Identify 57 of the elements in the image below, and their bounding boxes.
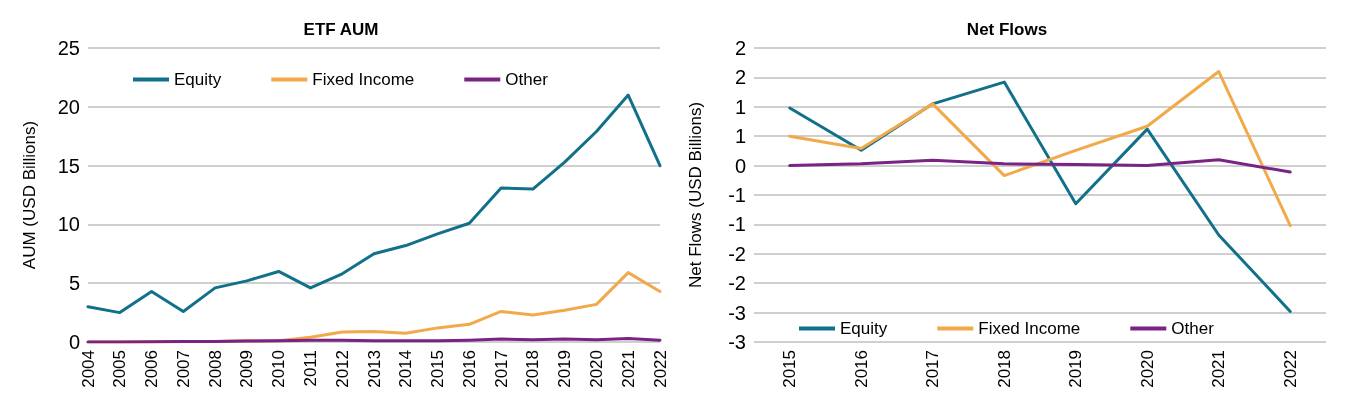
x-tick-label: 2019	[555, 350, 575, 388]
x-tick-label: 2014	[396, 350, 416, 388]
x-tick-label: 2010	[269, 350, 289, 388]
y-tick-label: 0	[68, 331, 80, 353]
chart-title: Net Flows	[966, 20, 1048, 39]
x-tick-label: 2022	[1280, 350, 1300, 388]
y-tick-label: 20	[57, 95, 80, 118]
line-series	[788, 158, 1292, 174]
y-tick-label: -2	[728, 272, 746, 295]
x-tick-label: 2018	[994, 350, 1014, 388]
legend-label: Fixed Income	[978, 319, 1081, 338]
y-tick-label: -2	[728, 242, 746, 265]
legend-label: Other	[1171, 319, 1215, 338]
x-tick-label: 2008	[205, 350, 225, 388]
x-tick-label: 2004	[78, 350, 98, 388]
y-tick-label: -1	[728, 213, 746, 236]
y-tick-label: 1	[734, 125, 746, 148]
y-tick-label: -3	[728, 301, 746, 324]
legend-label: Equity	[174, 70, 222, 89]
x-tick-label: 2015	[780, 350, 800, 388]
line-series	[788, 70, 1292, 228]
x-tick-label: 2021	[618, 350, 638, 388]
legend-label: Equity	[840, 319, 888, 338]
y-tick-label: 2	[734, 66, 746, 89]
legend-label: Fixed Income	[312, 70, 415, 89]
x-tick-label: 2016	[459, 350, 479, 388]
x-tick-label: 2007	[173, 350, 193, 388]
y-axis-title: Net Flows (USD Billions)	[686, 101, 705, 289]
x-tick-label: 2015	[428, 350, 448, 388]
x-tick-label: 2005	[110, 350, 130, 388]
y-tick-label: -1	[728, 184, 746, 206]
x-tick-label: 2019	[1066, 350, 1086, 388]
x-tick-label: 2020	[586, 350, 606, 388]
x-tick-label: 2018	[523, 350, 543, 388]
x-tick-label: 2006	[142, 350, 162, 388]
legend-label: Other	[505, 70, 549, 89]
y-tick-label: 10	[57, 213, 80, 236]
x-tick-label: 2016	[851, 350, 871, 388]
y-tick-label: 5	[68, 272, 80, 295]
x-tick-label: 2011	[300, 350, 320, 387]
y-tick-label: 15	[57, 154, 80, 177]
x-tick-label: 2013	[364, 350, 384, 388]
x-tick-label: 2012	[332, 350, 352, 388]
y-tick-label: -3	[728, 331, 746, 353]
x-tick-label: 2017	[923, 350, 943, 388]
x-tick-label: 2020	[1137, 350, 1157, 388]
y-axis-title: AUM (USD Billions)	[20, 120, 39, 270]
x-tick-label: 2021	[1209, 350, 1229, 388]
y-tick-label: 0	[734, 154, 746, 177]
x-tick-label: 2009	[237, 350, 257, 388]
x-tick-label: 2017	[491, 350, 511, 388]
y-tick-label: 25	[57, 37, 80, 59]
y-tick-label: 1	[734, 95, 746, 118]
line-series	[86, 93, 662, 315]
y-tick-label: 2	[734, 37, 746, 59]
chart-title: ETF AUM	[303, 20, 379, 39]
x-tick-label: 2022	[650, 350, 670, 388]
